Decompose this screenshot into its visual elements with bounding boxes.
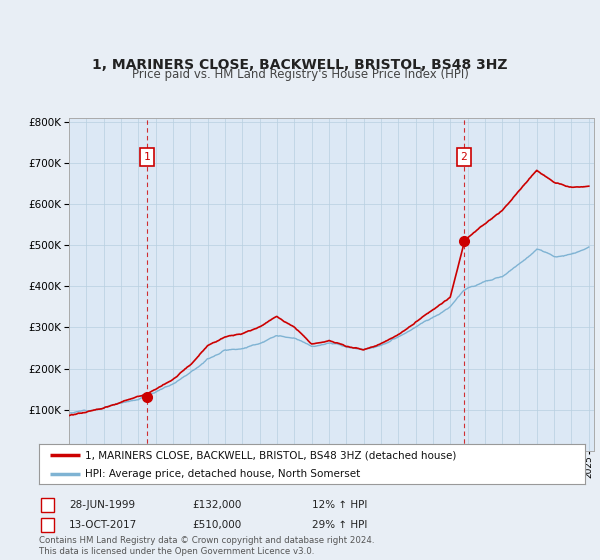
Text: 2: 2 [461,152,467,162]
Text: 29% ↑ HPI: 29% ↑ HPI [312,520,367,530]
Text: 2: 2 [44,520,50,530]
Text: Price paid vs. HM Land Registry's House Price Index (HPI): Price paid vs. HM Land Registry's House … [131,68,469,81]
Text: 13-OCT-2017: 13-OCT-2017 [69,520,137,530]
Text: 1, MARINERS CLOSE, BACKWELL, BRISTOL, BS48 3HZ (detached house): 1, MARINERS CLOSE, BACKWELL, BRISTOL, BS… [85,450,457,460]
Text: Contains HM Land Registry data © Crown copyright and database right 2024.
This d: Contains HM Land Registry data © Crown c… [39,536,374,556]
Text: HPI: Average price, detached house, North Somerset: HPI: Average price, detached house, Nort… [85,469,361,479]
Text: £510,000: £510,000 [192,520,241,530]
Text: £132,000: £132,000 [192,500,241,510]
Text: 28-JUN-1999: 28-JUN-1999 [69,500,135,510]
Text: 1, MARINERS CLOSE, BACKWELL, BRISTOL, BS48 3HZ: 1, MARINERS CLOSE, BACKWELL, BRISTOL, BS… [92,58,508,72]
Text: 12% ↑ HPI: 12% ↑ HPI [312,500,367,510]
Text: 1: 1 [143,152,150,162]
Text: 1: 1 [44,500,50,510]
